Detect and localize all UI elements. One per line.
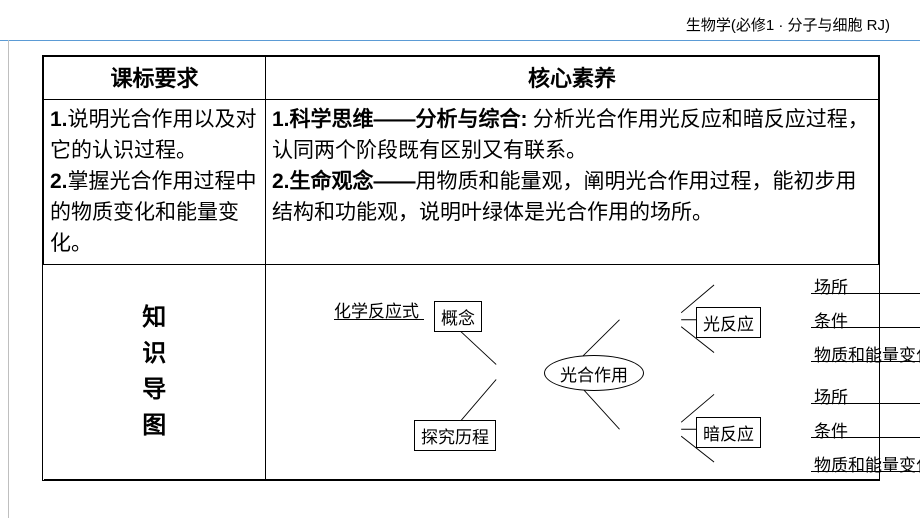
header-row: 课标要求 核心素养 — [44, 57, 879, 100]
diagram-row: 知 识 导 图 — [44, 265, 879, 480]
diagram-cell: 化学反应式 概念 探究历程 光合作用 光反应 暗反应 场所 条件 物质和能量变化… — [266, 265, 879, 480]
page-header: 生物学(必修1 · 分子与细胞 RJ) — [686, 14, 890, 35]
cell-right: 1.科学思维——分析与综合: 分析光合作用光反应和暗反应过程，认同两个阶段既有区… — [266, 100, 879, 265]
node-dark-sub3: 物质和能量变化 — [814, 451, 920, 476]
node-history: 探究历程 — [414, 420, 496, 451]
th-right: 核心素养 — [266, 57, 879, 100]
left-p1-text: 说明光合作用以及对它的认识过程。 — [50, 107, 257, 162]
right-p2-label: 生命观念—— — [290, 170, 416, 193]
left-margin-rule — [8, 40, 9, 518]
body-row: 1.说明光合作用以及对它的认识过程。 2.掌握光合作用过程中的物质变化和能量变化… — [44, 100, 879, 265]
right-p1-num: 1. — [272, 108, 290, 131]
left-p1-num: 1. — [50, 108, 68, 131]
diagram-vlabel: 知 识 导 图 — [44, 265, 266, 480]
uline-chem — [334, 319, 424, 320]
main-table: 课标要求 核心素养 1.说明光合作用以及对它的认识过程。 2.掌握光合作用过程中… — [43, 56, 879, 480]
uline-l1 — [811, 293, 920, 294]
node-dark-sub1: 场所 — [814, 383, 848, 408]
left-p2-num: 2. — [50, 170, 68, 193]
node-dark-sub2: 条件 — [814, 417, 848, 442]
header-rule — [0, 40, 920, 41]
node-light-sub2: 条件 — [814, 307, 848, 332]
uline-d2 — [811, 437, 920, 438]
th-left: 课标要求 — [44, 57, 266, 100]
left-p2-text: 掌握光合作用过程中的物质变化和能量变化。 — [50, 169, 257, 255]
right-p2-num: 2. — [272, 170, 290, 193]
right-p1-label: 科学思维——分析与综合: — [290, 108, 528, 131]
node-concept: 概念 — [434, 301, 482, 332]
uline-l2 — [811, 327, 920, 328]
node-dark: 暗反应 — [696, 417, 761, 448]
node-light: 光反应 — [696, 307, 761, 338]
vlabel-text: 知 识 导 图 — [44, 300, 266, 444]
node-light-sub1: 场所 — [814, 273, 848, 298]
uline-l3 — [811, 361, 920, 362]
main-content: 课标要求 核心素养 1.说明光合作用以及对它的认识过程。 2.掌握光合作用过程中… — [42, 55, 880, 481]
uline-d1 — [811, 403, 920, 404]
node-center: 光合作用 — [544, 355, 644, 391]
uline-d3 — [811, 471, 920, 472]
cell-left: 1.说明光合作用以及对它的认识过程。 2.掌握光合作用过程中的物质变化和能量变化… — [44, 100, 266, 265]
node-light-sub3: 物质和能量变化 — [814, 341, 920, 366]
